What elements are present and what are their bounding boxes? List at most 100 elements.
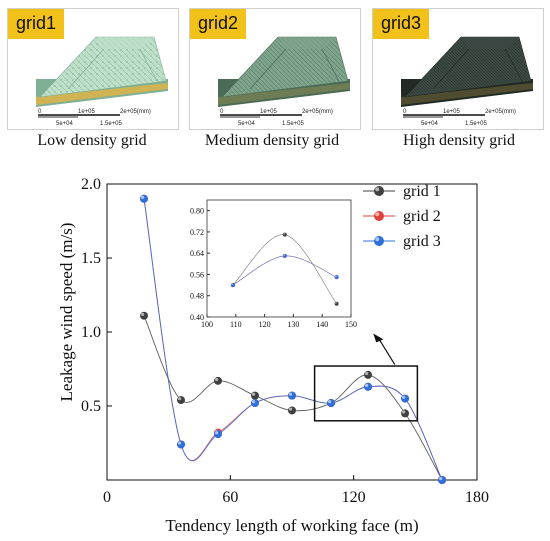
- scale-label: 1e+05: [443, 109, 461, 115]
- data-point-series-3: [401, 394, 410, 403]
- data-point-series-3: [288, 391, 296, 400]
- inset-y-tick-label: 0.64: [190, 249, 204, 258]
- x-tick-label: 60: [222, 489, 238, 506]
- mesh-top-face: [461, 37, 519, 49]
- inset-background: [177, 188, 365, 337]
- panel-badge-3: grid3: [373, 9, 430, 39]
- inset-x-tick-label: 130: [287, 320, 299, 329]
- scale-label: 1e+05: [260, 109, 278, 115]
- scale-label: 1.5e+05: [282, 121, 305, 127]
- mesh-edge-left: [67, 48, 105, 90]
- zoom-arrow-head: [373, 333, 384, 343]
- caption-low-density: Low density grid: [37, 132, 147, 149]
- grid-panel-3: 0 1e+05 2e+05(mm) 5e+04 1.5e+05 grid3: [372, 8, 544, 130]
- legend-marker-3: [374, 236, 384, 246]
- scale-label: 1.5e+05: [465, 121, 488, 127]
- y-tick-label: 0.5: [81, 398, 101, 415]
- zoom-rectangle: [313, 365, 419, 422]
- scale-label: 2e+05(mm): [485, 109, 516, 115]
- scale-label: 0: [403, 109, 407, 115]
- y-tick-label: 1.0: [81, 324, 101, 341]
- mesh-edge-right: [321, 48, 341, 84]
- data-point-series-1: [288, 406, 296, 415]
- y-tick-label: 1.5: [81, 250, 101, 267]
- mesh-image-1: 0 1e+05 2e+05(mm) 5e+04 1.5e+05: [36, 36, 168, 127]
- mesh-edge-right: [504, 48, 524, 84]
- inset-x-tick-label: 100: [201, 320, 213, 329]
- x-tick-label: 0: [103, 489, 111, 506]
- inset-y-tick-label: 0.56: [190, 270, 204, 279]
- zoom-arrow-line: [377, 337, 396, 365]
- data-point-series-3: [327, 399, 336, 408]
- panel-badge-1: grid1: [8, 9, 65, 39]
- leakage-wind-speed-chart: 0 60 120 180 0.5 1.0 1.5 2.0 100 110 120 130 140 150…: [57, 176, 489, 535]
- inset-x-tick-label: 120: [259, 320, 271, 329]
- data-point-series-3: [438, 476, 447, 484]
- inset-x-tick-label: 150: [345, 320, 357, 329]
- inset-y-tick-label: 0.72: [190, 228, 204, 237]
- caption-medium-density: Medium density grid: [204, 132, 340, 149]
- mesh-edge-right: [139, 48, 159, 84]
- scale-label: 1.5e+05: [100, 121, 123, 127]
- scale-label: 5e+04: [56, 121, 74, 127]
- caption-high-density: High density grid: [403, 132, 515, 149]
- scale-label: 0: [38, 109, 42, 115]
- x-axis-title: Tendency length of working face (m): [165, 516, 418, 535]
- inset-data-point-series-3: [282, 253, 287, 258]
- data-point-series-3: [177, 440, 185, 449]
- mesh-edge-left: [249, 48, 287, 90]
- inset-data-point-series-3: [230, 283, 235, 288]
- mesh-edge-left: [432, 48, 470, 90]
- mesh-top-face: [278, 37, 336, 49]
- legend-marker-1: [374, 186, 384, 196]
- scale-label: 5e+04: [421, 121, 439, 127]
- inset-data-point-series-1: [334, 301, 339, 306]
- scale-label: 1e+05: [78, 109, 96, 115]
- data-point-series-3: [214, 430, 222, 439]
- data-point-series-1: [251, 391, 259, 400]
- data-point-series-3: [251, 399, 259, 408]
- scale-label: 5e+04: [238, 121, 256, 127]
- mesh-base-layer: [36, 83, 168, 105]
- mesh-image-2: 0 1e+05 2e+05(mm) 5e+04 1.5e+05: [218, 36, 350, 127]
- panel-badge-2: grid2: [190, 9, 247, 39]
- data-point-series-1: [177, 396, 185, 405]
- inset-x-tick-label: 140: [316, 320, 328, 329]
- main-series-points: [140, 194, 447, 484]
- data-point-series-3: [140, 194, 148, 203]
- inset-data-point-series-1: [282, 232, 287, 237]
- grid-panel-2: 0 1e+05 2e+05(mm) 5e+04 1.5e+05 grid2: [189, 8, 361, 130]
- inset-x-tick-label: 110: [230, 320, 242, 329]
- legend-label-1: grid 1: [403, 183, 441, 200]
- series-line-3: [143, 198, 443, 481]
- data-point-series-1: [401, 409, 410, 418]
- zoom-box: [313, 333, 419, 422]
- legend-marker-2: [374, 211, 384, 221]
- x-tick-label: 180: [465, 489, 489, 506]
- data-point-series-1: [364, 370, 373, 379]
- legend-label-3: grid 3: [403, 233, 441, 250]
- x-tick-label: 120: [342, 489, 366, 506]
- data-point-series-1: [214, 376, 222, 385]
- legend: grid 1 grid 2 grid 3: [363, 183, 441, 250]
- inset-data-point-series-3: [334, 275, 339, 280]
- scale-label: 2e+05(mm): [302, 109, 333, 115]
- inset-y-tick-label: 0.48: [190, 292, 204, 301]
- y-axis-title: Leakage wind speed (m/s): [57, 223, 76, 402]
- inset-y-tick-label: 0.40: [190, 313, 204, 322]
- data-point-series-3: [364, 382, 373, 391]
- scale-label: 2e+05(mm): [120, 109, 151, 115]
- inset-frame: [206, 199, 352, 318]
- legend-label-2: grid 2: [403, 208, 441, 225]
- grid-panel-1: 0 1e+05 2e+05(mm) 5e+04 1.5e+05 grid1: [7, 8, 179, 130]
- mesh-top-face: [96, 37, 154, 49]
- inset-y-tick-label: 0.80: [190, 207, 204, 216]
- mesh-image-3: 0 1e+05 2e+05(mm) 5e+04 1.5e+05: [401, 36, 533, 127]
- mesh-base-layer: [401, 83, 533, 105]
- mesh-base-layer: [218, 83, 350, 105]
- main-axes: 0 60 120 180 0.5 1.0 1.5 2.0: [81, 176, 489, 506]
- data-point-series-1: [140, 311, 148, 320]
- scale-label: 0: [220, 109, 224, 115]
- y-tick-label: 2.0: [81, 176, 101, 193]
- inset-chart: 100 110 120 130 140 150 0.40 0.48 0.56 0.64 0.72 0.…: [177, 188, 365, 337]
